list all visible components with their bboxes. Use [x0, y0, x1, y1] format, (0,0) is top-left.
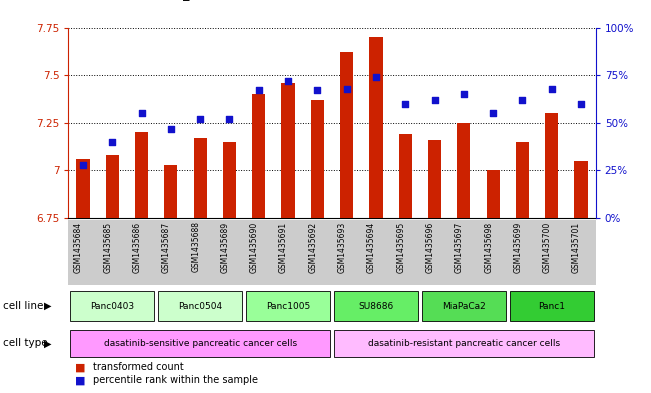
Bar [135, 132, 148, 218]
Bar [369, 37, 383, 218]
Point [224, 116, 235, 122]
Point [312, 87, 323, 94]
Point [165, 125, 176, 132]
Text: GSM1435688: GSM1435688 [191, 221, 201, 272]
Point [576, 101, 587, 107]
Point [78, 162, 89, 168]
Text: dasatinib-sensitive pancreatic cancer cells: dasatinib-sensitive pancreatic cancer ce… [104, 339, 297, 348]
Text: GSM1435701: GSM1435701 [572, 221, 581, 272]
Bar [164, 165, 178, 218]
Point [488, 110, 499, 116]
Point [430, 97, 440, 103]
Text: GSM1435684: GSM1435684 [74, 221, 83, 272]
Text: dasatinib-resistant pancreatic cancer cells: dasatinib-resistant pancreatic cancer ce… [368, 339, 560, 348]
Bar [281, 83, 295, 218]
Point [371, 74, 381, 80]
Text: GSM1435686: GSM1435686 [133, 221, 142, 272]
Text: percentile rank within the sample: percentile rank within the sample [93, 375, 258, 386]
Text: GSM1435685: GSM1435685 [104, 221, 112, 272]
Text: GSM1435697: GSM1435697 [455, 221, 464, 273]
Text: GSM1435696: GSM1435696 [426, 221, 435, 273]
Bar [457, 123, 471, 218]
FancyBboxPatch shape [70, 291, 154, 321]
FancyBboxPatch shape [158, 291, 242, 321]
Text: GSM1435695: GSM1435695 [396, 221, 405, 273]
Point [195, 116, 206, 122]
FancyBboxPatch shape [334, 330, 594, 357]
Text: SU8686: SU8686 [358, 302, 394, 310]
Bar [193, 138, 207, 218]
Point [342, 85, 352, 92]
Text: ■: ■ [75, 375, 85, 386]
Bar [105, 155, 119, 218]
Text: ■: ■ [75, 362, 85, 373]
Point [400, 101, 411, 107]
Bar [574, 161, 588, 218]
Point [517, 97, 527, 103]
Text: Panc1: Panc1 [538, 302, 565, 310]
Text: transformed count: transformed count [93, 362, 184, 373]
Text: cell line: cell line [3, 301, 43, 311]
Bar [545, 113, 559, 218]
Bar [486, 171, 500, 218]
Bar [516, 142, 529, 218]
Text: GSM1435687: GSM1435687 [162, 221, 171, 272]
FancyBboxPatch shape [70, 330, 330, 357]
Text: GSM1435691: GSM1435691 [279, 221, 288, 272]
FancyBboxPatch shape [246, 291, 330, 321]
Text: Panc0403: Panc0403 [90, 302, 134, 310]
Text: GSM1435699: GSM1435699 [514, 221, 522, 273]
Point [458, 91, 469, 97]
Point [137, 110, 147, 116]
Point [107, 139, 117, 145]
Point [283, 78, 293, 84]
Bar [398, 134, 412, 218]
Bar [252, 94, 266, 218]
Text: GSM1435700: GSM1435700 [543, 221, 552, 273]
Text: GSM1435693: GSM1435693 [338, 221, 347, 273]
Point [547, 85, 557, 92]
Bar [428, 140, 441, 218]
Text: GSM1435689: GSM1435689 [221, 221, 230, 272]
Bar [311, 100, 324, 218]
Text: ▶: ▶ [44, 338, 52, 349]
Text: GSM1435690: GSM1435690 [250, 221, 259, 273]
Bar [223, 142, 236, 218]
Bar [68, 220, 596, 285]
Bar [340, 52, 353, 218]
FancyBboxPatch shape [510, 291, 594, 321]
Bar [76, 159, 90, 218]
FancyBboxPatch shape [422, 291, 506, 321]
Text: GSM1435692: GSM1435692 [309, 221, 318, 272]
Text: MiaPaCa2: MiaPaCa2 [442, 302, 486, 310]
Text: cell type: cell type [3, 338, 48, 349]
Text: ▶: ▶ [44, 301, 52, 311]
Point [254, 87, 264, 94]
Text: GSM1435698: GSM1435698 [484, 221, 493, 272]
Text: Panc0504: Panc0504 [178, 302, 222, 310]
Text: GSM1435694: GSM1435694 [367, 221, 376, 273]
Text: Panc1005: Panc1005 [266, 302, 310, 310]
FancyBboxPatch shape [334, 291, 418, 321]
